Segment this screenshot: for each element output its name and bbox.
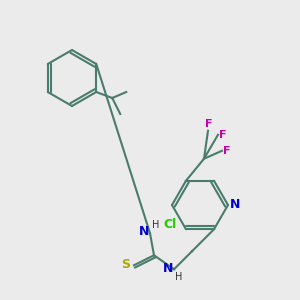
Text: N: N — [139, 225, 149, 238]
Text: S: S — [122, 258, 130, 271]
Text: F: F — [205, 119, 213, 129]
Text: F: F — [223, 146, 231, 156]
Text: F: F — [219, 130, 227, 140]
Text: Cl: Cl — [164, 218, 177, 231]
Text: N: N — [230, 199, 240, 212]
Text: H: H — [152, 220, 160, 230]
Text: N: N — [163, 262, 173, 275]
Text: H: H — [175, 272, 183, 282]
